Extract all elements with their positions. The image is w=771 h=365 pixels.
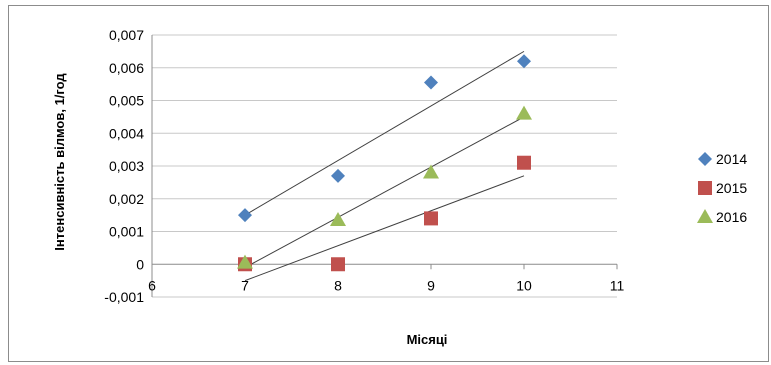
x-tick-label: 10 [516, 277, 532, 293]
data-point-2014 [238, 208, 252, 223]
x-tick-label: 8 [334, 277, 342, 293]
legend-label-2015: 2015 [716, 180, 747, 196]
data-point-2016 [237, 254, 253, 269]
y-tick-label: 0,005 [109, 93, 144, 109]
x-axis-title: Місяці [407, 332, 448, 347]
data-points [237, 54, 532, 272]
y-tick-labels: -0,001 0 0,001 0,002 0,003 0,004 0,005 0,006 0,0… [104, 27, 144, 305]
data-point-2014 [517, 54, 531, 69]
data-point-2016 [516, 105, 532, 120]
legend-label-2014: 2014 [716, 151, 747, 167]
chart-area [8, 5, 769, 362]
x-tick-label: 11 [610, 277, 625, 293]
y-tick-label: 0 [136, 256, 144, 272]
x-tick-label: 6 [148, 277, 156, 293]
trendline-2016 [244, 116, 525, 268]
y-tick-label: 0,001 [109, 224, 144, 240]
data-point-2014 [331, 168, 345, 183]
data-point-2015 [517, 155, 531, 170]
data-point-2015 [331, 257, 345, 272]
gridlines [152, 34, 617, 298]
x-tick-label: 7 [241, 277, 249, 293]
legend-marker-2016 [697, 209, 713, 223]
y-axis-title: Інтенсивність вілмов, 1/год [52, 73, 67, 251]
y-tick-label: 0,003 [109, 158, 144, 174]
data-point-2014 [424, 75, 438, 90]
data-point-2016 [330, 212, 346, 227]
x-tick-labels: 6 7 8 9 10 11 [148, 277, 624, 293]
trendlines [244, 50, 525, 282]
y-tick-label: 0,002 [109, 191, 144, 207]
trendline-2015 [244, 175, 525, 282]
data-point-2015 [424, 211, 438, 226]
y-tick-label: -0,001 [104, 289, 144, 305]
x-tick-label: 9 [427, 277, 435, 293]
y-tick-label: 0,007 [109, 27, 144, 43]
legend-marker-2015 [698, 181, 712, 195]
y-tick-label: 0,004 [109, 125, 144, 141]
data-point-2016 [423, 164, 439, 179]
trendline-2014 [244, 50, 525, 216]
legend: 2014 2015 2016 [697, 151, 747, 225]
legend-marker-2014 [698, 152, 712, 166]
y-tick-label: 0,006 [109, 60, 144, 76]
legend-label-2016: 2016 [716, 209, 747, 225]
